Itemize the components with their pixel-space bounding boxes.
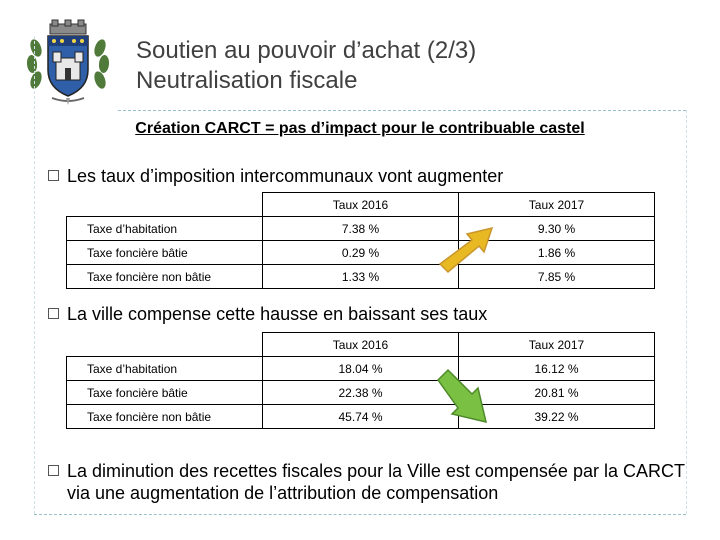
right-border [686,110,687,514]
column-header: Taux 2017 [458,332,655,357]
cell-value: 7.38 % [262,216,459,241]
intercommunal-rates-table: Taux 2016 Taux 2017 Taxe d’habitation 7.… [66,192,655,289]
cell-value: 45.74 % [262,404,459,429]
table-header-row: Taux 2016 Taux 2017 [66,192,655,217]
bullet-item: La diminution des recettes fiscales pour… [48,460,688,504]
left-border [34,36,35,514]
cell-value: 1.33 % [262,264,459,289]
cell-value: 0.29 % [262,240,459,265]
table-row: Taxe foncière bâtie 0.29 % 1.86 % [66,240,655,265]
row-label: Taxe d’habitation [66,356,263,381]
cell-value: 7.85 % [458,264,655,289]
table-corner [66,332,263,357]
page-title: Soutien au pouvoir d’achat (2/3) [136,37,477,64]
up-arrow-icon [438,226,494,274]
column-header: Taux 2017 [458,192,655,217]
section-heading: Création CARCT = pas d’impact pour le co… [135,120,585,137]
coat-of-arms-icon [26,19,110,105]
table-row: Taxe foncière bâtie 22.38 % 20.81 % [66,380,655,405]
cell-value: 39.22 % [458,404,655,429]
cell-value: 1.86 % [458,240,655,265]
bullet-item: Les taux d’imposition intercommunaux von… [48,166,503,187]
cell-value: 16.12 % [458,356,655,381]
column-header: Taux 2016 [262,192,459,217]
bullet-item: La ville compense cette hausse en baissa… [48,304,487,325]
table-header-row: Taux 2016 Taux 2017 [66,332,655,357]
row-label: Taxe foncière bâtie [66,240,263,265]
bullet-text: La ville compense cette hausse en baissa… [67,304,488,324]
bullet-icon [48,465,59,476]
table-row: Taxe d’habitation 18.04 % 16.12 % [66,356,655,381]
table-corner [66,192,263,217]
cell-value: 22.38 % [262,380,459,405]
row-label: Taxe foncière bâtie [66,380,263,405]
cell-value: 20.81 % [458,380,655,405]
city-rates-table: Taux 2016 Taux 2017 Taxe d’habitation 18… [66,332,655,429]
table-row: Taxe foncière non bâtie 45.74 % 39.22 % [66,404,655,429]
column-header: Taux 2016 [262,332,459,357]
table-row: Taxe foncière non bâtie 1.33 % 7.85 % [66,264,655,289]
header-divider [118,110,686,111]
row-label: Taxe d’habitation [66,216,263,241]
cell-value: 18.04 % [262,356,459,381]
row-label: Taxe foncière non bâtie [66,404,263,429]
footer-divider [34,514,686,515]
table-row: Taxe d’habitation 7.38 % 9.30 % [66,216,655,241]
bullet-icon [48,308,59,319]
bullet-text: Les taux d’imposition intercommunaux von… [67,166,504,186]
bullet-icon [48,170,59,181]
page-subtitle: Neutralisation fiscale [136,67,358,94]
row-label: Taxe foncière non bâtie [66,264,263,289]
bullet-text: La diminution des recettes fiscales pour… [67,461,685,503]
down-arrow-icon [437,368,488,424]
